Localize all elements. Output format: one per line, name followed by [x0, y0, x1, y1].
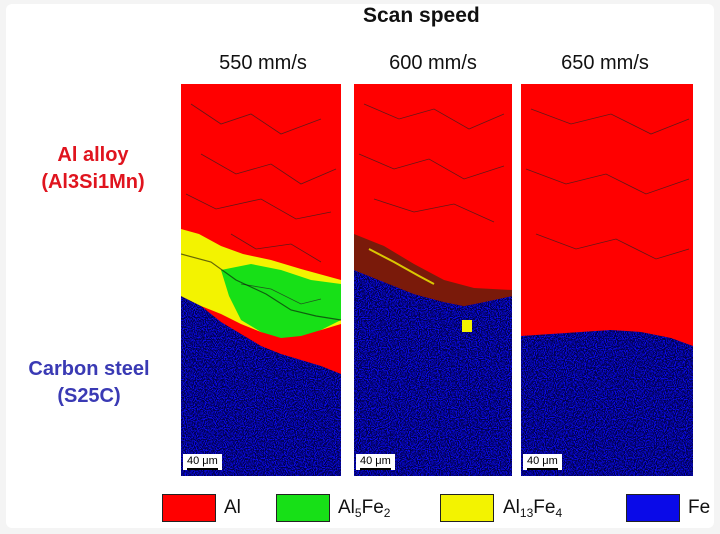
carbon-steel-grade: (S25C): [57, 385, 121, 407]
ebsd-panel-600: 40 μm: [354, 84, 512, 476]
legend-swatch-al: [162, 494, 216, 522]
ebsd-panel-650: 40 μm: [521, 84, 693, 476]
phase-map-550: [181, 84, 341, 476]
legend-swatch-al13fe4: [440, 494, 494, 522]
carbon-steel-label: Carbon steel (S25C): [2, 356, 176, 410]
scale-bar-650: 40 μm: [523, 454, 562, 470]
legend-swatch-fe: [626, 494, 680, 522]
phase-map-600: [354, 84, 512, 476]
legend-label-al5fe2: Al5Fe2: [338, 497, 391, 520]
legend-label-al13fe4: Al13Fe4: [503, 497, 563, 520]
legend-swatch-al5fe2: [276, 494, 330, 522]
scale-bar-label: 40 μm: [187, 455, 218, 467]
legend-label-fe: Fe: [688, 497, 711, 518]
scale-bar-label: 40 μm: [527, 455, 558, 467]
al-alloy-grade: (Al3Si1Mn): [41, 171, 145, 193]
scale-bar-600: 40 μm: [356, 454, 395, 470]
al-alloy-label: Al alloy (Al3Si1Mn): [8, 142, 178, 196]
speed-label-650: 650 mm/s: [561, 52, 649, 74]
carbon-steel-name: Carbon steel: [28, 358, 150, 380]
scale-bar-line: [360, 468, 391, 470]
speed-label-600: 600 mm/s: [389, 52, 477, 74]
speed-label-550: 550 mm/s: [219, 52, 307, 74]
al-alloy-name: Al alloy: [57, 144, 129, 166]
figure-title: Scan speed: [363, 4, 480, 27]
scale-bar-line: [527, 468, 558, 470]
ebsd-panel-550: 40 μm: [181, 84, 341, 476]
scale-bar-line: [187, 468, 218, 470]
scale-bar-550: 40 μm: [183, 454, 222, 470]
phase-map-650: [521, 84, 693, 476]
legend-label-al: Al: [224, 497, 241, 518]
scale-bar-label: 40 μm: [360, 455, 391, 467]
